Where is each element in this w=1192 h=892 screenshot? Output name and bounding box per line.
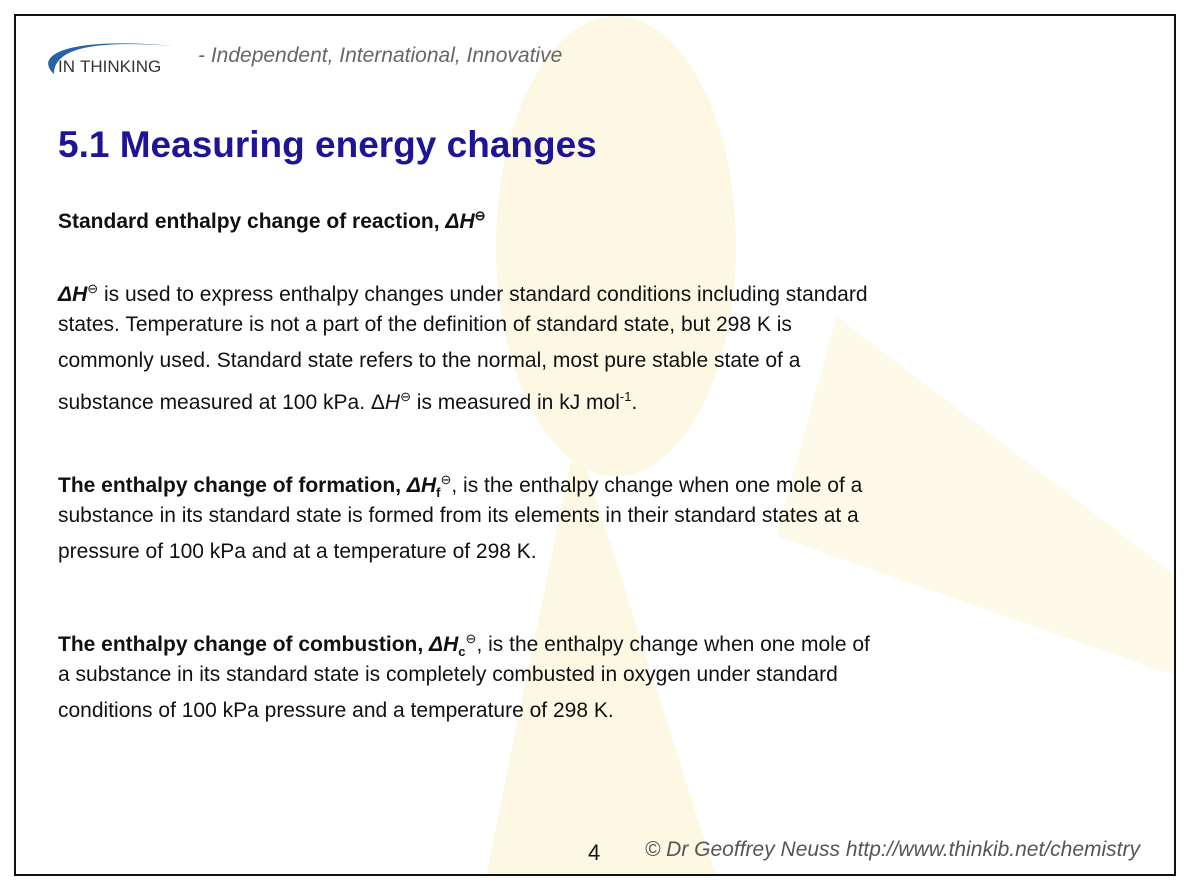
tagline: - Independent, International, Innovative bbox=[198, 44, 563, 67]
inthinking-logo: IN THINKING bbox=[48, 43, 175, 76]
copyright-footer: © Dr Geoffrey Neuss http://www.thinkib.n… bbox=[644, 838, 1140, 861]
section-heading: Standard enthalpy change of reaction, ΔH… bbox=[58, 208, 486, 233]
svg-text:IN: IN bbox=[58, 57, 75, 76]
background-decoration bbox=[486, 16, 1174, 874]
page-number: 4 bbox=[588, 840, 601, 865]
slide: IN THINKING - Independent, International… bbox=[14, 14, 1176, 876]
page-title: 5.1 Measuring energy changes bbox=[58, 124, 597, 165]
svg-text:THINKING: THINKING bbox=[80, 57, 161, 76]
